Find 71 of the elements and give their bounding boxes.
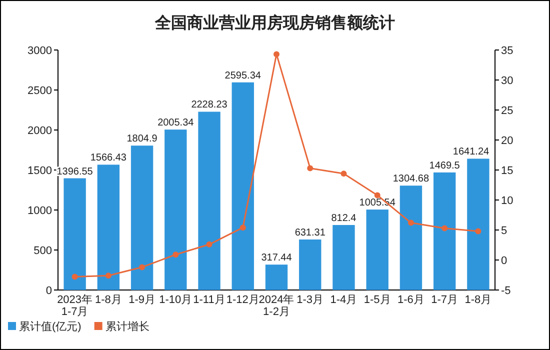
- x-tick-label: 1-12月: [226, 294, 260, 306]
- data-label: 1804.9: [126, 134, 158, 145]
- bar: [299, 239, 322, 290]
- point: [240, 224, 246, 231]
- y2-tick-label: 15: [501, 165, 514, 177]
- point: [374, 192, 380, 198]
- x-tick-label: 1-8月: [94, 294, 122, 306]
- x-tick-label: 1-8月: [464, 294, 492, 306]
- legend-累计增长: 累计增长: [94, 321, 150, 333]
- y2-tick-label: 10: [501, 195, 514, 207]
- legend-累计值(亿元): 累计值(亿元): [8, 321, 82, 333]
- y-tick-label: 0: [46, 285, 52, 297]
- legend-label: 累计值(亿元): [19, 320, 82, 333]
- y2-tick-label: 35: [501, 45, 514, 57]
- x-tick-label: 1-7月: [431, 294, 458, 306]
- point: [72, 274, 78, 280]
- bar: [232, 82, 254, 290]
- data-label: 812.4: [331, 213, 357, 224]
- data-label: 2595.34: [224, 70, 262, 82]
- bar: [64, 178, 86, 290]
- x-tick-label: 1-5月: [364, 294, 391, 306]
- bar: [467, 158, 490, 290]
- bar: [400, 186, 422, 290]
- x-tick-label: 2023年 1-7月: [57, 294, 93, 318]
- y-tick-label: 1000: [28, 205, 52, 217]
- point: [307, 165, 314, 172]
- y2-tick-label: 25: [501, 105, 514, 117]
- legend-label: 累计增长: [105, 320, 150, 333]
- x-tick-label: 1-3月: [296, 294, 324, 306]
- x-tick-label: 1-4月: [330, 294, 358, 306]
- point: [442, 225, 448, 232]
- data-label: 1469.5: [429, 160, 460, 172]
- y2-tick-label: 30: [501, 75, 514, 87]
- bar: [130, 146, 154, 290]
- x-tick-label: 1-10月: [159, 294, 192, 306]
- bar: [366, 210, 388, 290]
- point: [475, 228, 482, 234]
- bar: [433, 172, 456, 290]
- x-tick-label: 1-9月: [128, 294, 156, 306]
- chart-title: 全国商业营业用房现房销售额统计: [154, 13, 395, 32]
- y-tick-label: 2500: [28, 85, 52, 97]
- y2-tick-label: 0: [501, 255, 508, 267]
- y2-tick-label: 5: [501, 225, 508, 237]
- x-tick-label: 2024年 1-2月: [258, 294, 294, 318]
- point: [172, 252, 179, 258]
- y-tick-label: 2000: [28, 125, 52, 137]
- data-label: 1566.43: [90, 152, 127, 164]
- point: [105, 272, 112, 279]
- x-tick-label: 1-6月: [398, 294, 424, 306]
- bar: [97, 164, 120, 290]
- point: [139, 264, 146, 270]
- y-tick-label: 1500: [28, 165, 52, 177]
- point: [340, 170, 347, 177]
- y2-tick-label: -5: [501, 285, 511, 297]
- y-tick-label: 3000: [28, 45, 52, 57]
- point: [274, 51, 280, 58]
- data-label: 1641.24: [452, 146, 490, 158]
- data-label: 631.31: [294, 227, 326, 238]
- x-tick-label: 1-11月: [193, 294, 226, 306]
- bar: [265, 264, 288, 290]
- point: [408, 220, 414, 226]
- y-tick-label: 500: [34, 245, 52, 257]
- data-label: 1304.68: [392, 174, 430, 185]
- data-label: 2005.34: [158, 118, 194, 129]
- y2-tick-label: 20: [501, 135, 514, 147]
- data-label: 317.44: [261, 252, 292, 264]
- bar: [332, 225, 355, 290]
- point: [206, 241, 212, 248]
- bar: [198, 112, 220, 290]
- bar: [164, 130, 187, 290]
- data-label: 2228.23: [191, 100, 228, 111]
